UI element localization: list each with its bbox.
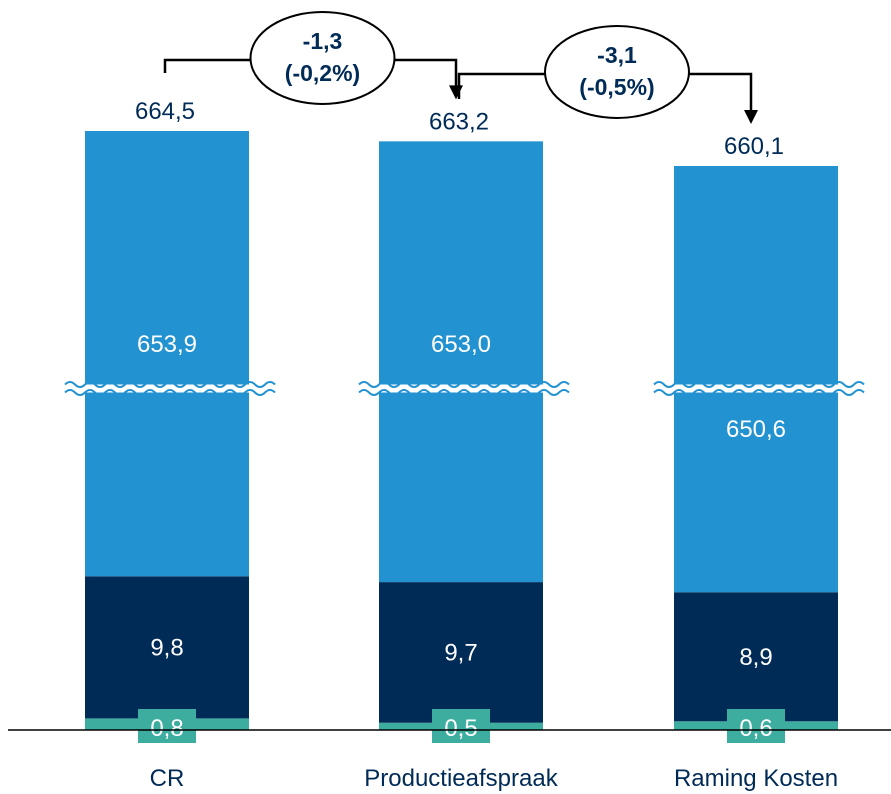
change-arrowhead — [449, 85, 463, 100]
axis-break-mark — [64, 381, 276, 388]
change-value: -3,1 — [597, 42, 637, 68]
bar-segment — [85, 576, 249, 719]
bar-segment — [85, 131, 249, 577]
data-label: 653,0 — [431, 331, 491, 358]
category-label: Productieafspraak — [364, 765, 558, 792]
axis-break-mark — [64, 389, 276, 396]
category-label: Raming Kosten — [674, 765, 838, 792]
total-label: 663,2 — [429, 108, 489, 135]
category-label: CR — [150, 765, 185, 792]
change-percent: (-0,2%) — [285, 60, 360, 86]
change-percent: (-0,5%) — [579, 74, 654, 100]
axis-break-gap — [65, 384, 269, 393]
data-label: 0,8 — [150, 715, 183, 742]
data-label: 9,8 — [150, 634, 183, 661]
data-label: 650,6 — [726, 416, 786, 443]
data-label-box — [138, 709, 196, 743]
change-bubble — [249, 11, 396, 105]
data-label-box — [727, 709, 785, 743]
change-value: -1,3 — [303, 28, 343, 54]
bar-segment — [379, 141, 543, 583]
data-label-box — [432, 709, 490, 743]
total-label: 664,5 — [135, 98, 195, 125]
data-label: 8,9 — [739, 644, 772, 671]
bar-segment — [674, 165, 838, 593]
change-arrowhead — [744, 109, 758, 124]
axis-break-mark — [653, 381, 865, 388]
bar-segment — [379, 582, 543, 723]
change-bubble — [544, 25, 690, 119]
data-label: 0,6 — [739, 715, 772, 742]
axis-break-gap — [359, 384, 563, 393]
axis-break-mark — [358, 389, 570, 396]
data-label: 9,7 — [444, 639, 477, 666]
axis-break-mark — [653, 389, 865, 396]
total-label: 660,1 — [724, 133, 784, 160]
axis-break-mark — [358, 381, 570, 388]
data-label: 653,9 — [137, 331, 197, 358]
data-label: 0,5 — [444, 715, 477, 742]
axis-break-gap — [654, 384, 858, 393]
bar-segment — [674, 592, 838, 722]
